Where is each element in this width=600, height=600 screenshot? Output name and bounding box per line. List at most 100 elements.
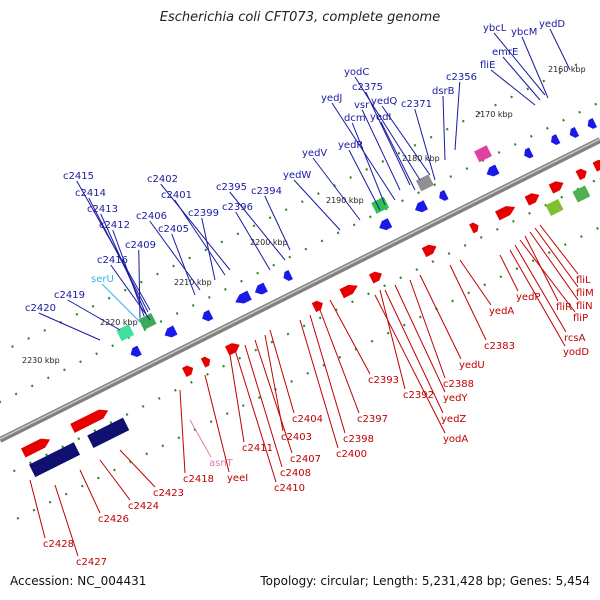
leader-line	[112, 229, 145, 317]
gene-label-c2401: c2401	[161, 190, 192, 201]
kbp-tick-label: 2230 kbp	[22, 356, 60, 365]
forward-gene-shape	[469, 222, 479, 234]
leader-line	[299, 319, 339, 449]
leader-line	[99, 459, 131, 501]
gene-label-c2415: c2415	[63, 171, 94, 182]
feature-block	[545, 198, 564, 216]
gene-label-c2383: c2383	[484, 341, 515, 352]
gene-label-ybcm: ybcM	[511, 27, 537, 38]
leader-line	[293, 179, 341, 231]
leader-line	[88, 197, 149, 313]
gene-label-c2405: c2405	[158, 224, 189, 235]
leader-line	[521, 36, 549, 99]
leader-line	[499, 254, 519, 292]
reverse-gene-shape	[439, 190, 449, 201]
leader-line	[235, 211, 271, 271]
gene-label-c2411: c2411	[242, 443, 273, 454]
forward-gene-shape	[421, 244, 437, 258]
leader-line	[409, 279, 446, 379]
gene-label-yedq: yedQ	[371, 96, 397, 107]
forward-gene	[21, 438, 51, 458]
gene-label-c2395: c2395	[216, 182, 247, 193]
leader-line	[381, 105, 431, 176]
forward-gene	[182, 365, 194, 377]
leader-line	[374, 294, 446, 434]
leader-line	[100, 213, 147, 315]
kbp-tick-label: 2170 kbp	[475, 110, 513, 119]
gene-label-dsrb: dsrB	[432, 86, 455, 97]
gene-label-c2412: c2412	[99, 220, 130, 231]
operon-block	[87, 417, 130, 449]
gene-label-flip: fliP	[573, 313, 588, 324]
gene-label-flin: fliN	[576, 301, 593, 312]
accession-text: Accession: NC_004431	[10, 574, 147, 588]
reverse-gene-shape	[569, 126, 580, 138]
gene-label-c2356: c2356	[446, 72, 477, 83]
forward-gene-shape	[495, 206, 516, 221]
forward-gene-shape	[21, 438, 51, 458]
leader-line	[509, 249, 566, 347]
reverse-gene-shape	[550, 134, 561, 146]
reverse-gene-shape	[415, 200, 428, 213]
kbp-tick-label: 2210 kbp	[174, 278, 212, 287]
gene-label-c2404: c2404	[292, 414, 323, 425]
gene-label-c2400: c2400	[336, 449, 367, 460]
leader-line	[354, 76, 421, 181]
forward-gene-shape	[524, 193, 540, 206]
gene-label-yodd: yodD	[563, 347, 589, 358]
leader-line	[348, 149, 381, 211]
leader-line	[414, 108, 436, 181]
gene-label-yedj: yedJ	[321, 93, 342, 104]
leader-line	[160, 183, 231, 271]
reverse-gene	[524, 147, 534, 159]
leader-line	[454, 81, 461, 151]
gene-label-c2428: c2428	[43, 539, 74, 550]
leader-line	[79, 469, 101, 514]
forward-gene-shape	[70, 409, 109, 433]
leader-line	[171, 233, 196, 296]
reverse-gene-shape	[164, 325, 178, 338]
leader-line	[201, 217, 216, 281]
leader-line	[138, 249, 141, 319]
forward-gene	[339, 284, 358, 299]
genome-summary-text: Topology: circular; Length: 5,231,428 bp…	[260, 574, 590, 588]
reverse-gene	[254, 282, 268, 295]
reverse-gene	[587, 118, 598, 129]
forward-gene-shape	[548, 181, 564, 194]
gene-label-c2423: c2423	[153, 488, 184, 499]
reverse-gene	[283, 270, 293, 281]
forward-gene	[469, 222, 479, 234]
forward-gene-shape	[575, 168, 587, 181]
gene-label-yedi: yedI	[370, 112, 391, 123]
leader-line	[179, 389, 186, 474]
forward-gene	[368, 271, 382, 284]
gene-label-yedd: yedD	[539, 19, 565, 30]
gene-label-c2402: c2402	[147, 174, 178, 185]
gene-label-c2424: c2424	[128, 501, 159, 512]
forward-gene	[421, 244, 437, 258]
leader-line	[119, 449, 156, 488]
reverse-gene	[569, 126, 580, 138]
forward-gene	[548, 181, 564, 194]
gene-label-c2427: c2427	[76, 557, 107, 568]
gene-label-c2407: c2407	[290, 454, 321, 465]
gene-label-c2398: c2398	[343, 434, 374, 445]
leader-line	[54, 484, 79, 557]
leader-line	[174, 199, 226, 276]
forward-gene	[311, 300, 323, 313]
gene-label-flim: fliM	[576, 288, 594, 299]
reverse-gene	[439, 190, 449, 201]
leader-line	[110, 264, 151, 321]
leader-line	[549, 28, 571, 71]
reverse-gene	[415, 200, 428, 213]
gene-label-c2371: c2371	[401, 99, 432, 110]
leader-line	[329, 299, 371, 375]
forward-gene	[70, 409, 109, 433]
gene-label-vsr: vsr	[354, 100, 370, 111]
forward-gene-shape	[182, 365, 194, 377]
gene-label-yodc: yodC	[344, 67, 369, 78]
operon-block	[29, 442, 81, 478]
gene-label-yedv: yedV	[302, 148, 327, 159]
reverse-gene	[235, 290, 252, 304]
